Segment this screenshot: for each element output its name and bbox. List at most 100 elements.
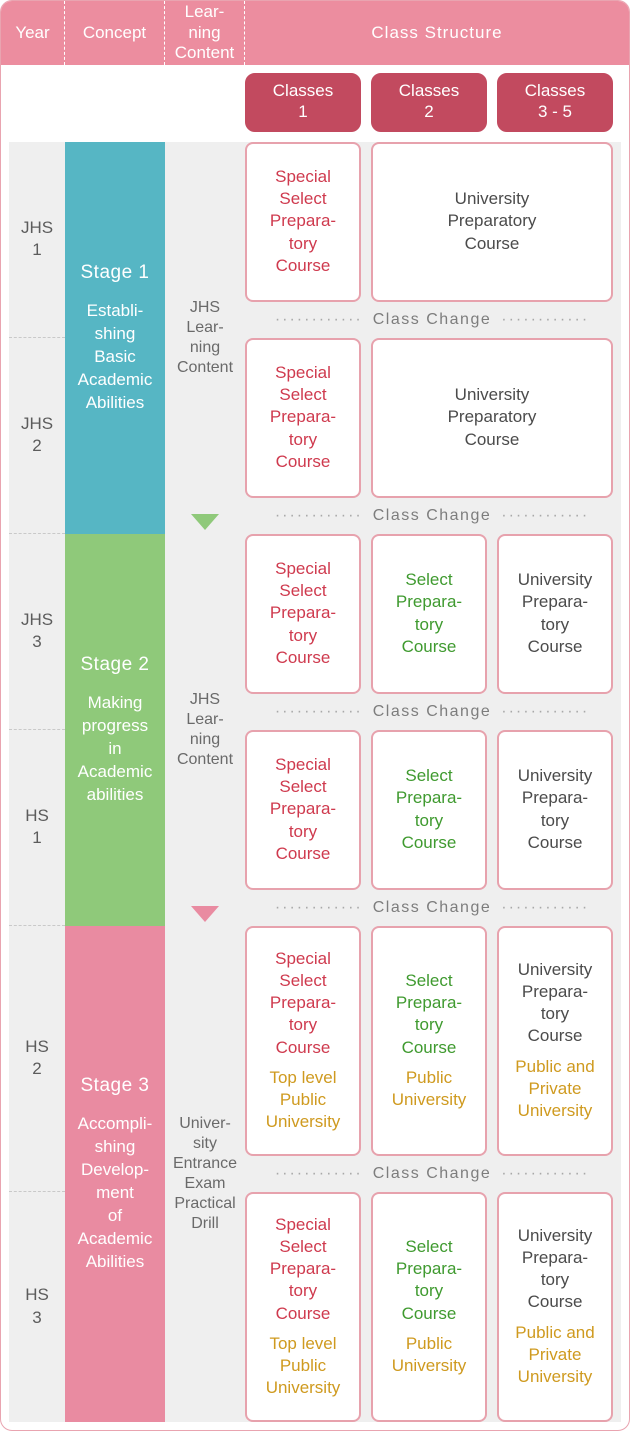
body-area: Classes1 Classes2 Classes3 - 5 JHS1JHS2 J… (1, 65, 629, 1430)
course-card: UniversityPrepara-toryCourse (497, 534, 613, 694)
class-change-label: Class Change (373, 507, 492, 525)
class-row-jhs2: SpecialSelectPrepara-toryCourse Universit… (245, 338, 619, 498)
course-card: SpecialSelectPrepara-toryCourse (245, 142, 361, 302)
stage-desc: MakingprogressinAcademicabilities (78, 692, 153, 807)
class-row-hs2: SpecialSelectPrepara-toryCourse Top level… (245, 926, 619, 1156)
dots-icon: ············ (275, 507, 363, 525)
course-card: SpecialSelectPrepara-toryCourse (245, 338, 361, 498)
course-card: UniversityPreparatoryCourse (371, 338, 613, 498)
course-card: SpecialSelectPrepara-toryCourse Top level… (245, 926, 361, 1156)
year-hs3: HS3 (9, 1192, 65, 1422)
curriculum-table: Year Concept Lear-ningContent Class Stru… (0, 0, 630, 1431)
course-target: Public andPrivateUniversity (515, 1056, 594, 1122)
dots-icon: ············ (501, 899, 589, 917)
chip-classes-2: Classes2 (371, 73, 487, 132)
down-triangle-icon (191, 906, 219, 922)
year-hs2: HS2 (9, 926, 65, 1192)
class-change-label: Class Change (373, 899, 492, 917)
stage-block: Stage 3 Accompli-shingDevelop-mentofAcade… (65, 926, 165, 1422)
course-card: SelectPrepara-toryCourse (371, 730, 487, 890)
course-card: SelectPrepara-toryCourse (371, 534, 487, 694)
course-card: UniversityPrepara-toryCourse Public andPr… (497, 1192, 613, 1422)
dots-icon: ············ (501, 507, 589, 525)
course-name: SpecialSelectPrepara-toryCourse (270, 1214, 336, 1324)
stage-desc: Accompli-shingDevelop-mentofAcademicAbil… (78, 1113, 153, 1274)
course-name: UniversityPrepara-toryCourse (518, 1225, 593, 1313)
course-card: UniversityPrepara-toryCourse Public andPr… (497, 926, 613, 1156)
chip-classes-35: Classes3 - 5 (497, 73, 613, 132)
course-card: SelectPrepara-toryCourse PublicUniversity (371, 1192, 487, 1422)
class-change-divider: ············Class Change············ (245, 694, 619, 730)
header-content: Lear-ningContent (165, 1, 245, 65)
stage-title: Stage 2 (81, 652, 150, 678)
course-card: SelectPrepara-toryCourse PublicUniversity (371, 926, 487, 1156)
dots-icon: ············ (275, 899, 363, 917)
course-name: UniversityPreparatoryCourse (448, 384, 537, 450)
course-name: UniversityPrepara-toryCourse (518, 569, 593, 657)
dots-icon: ············ (275, 703, 363, 721)
class-change-label: Class Change (373, 311, 492, 329)
course-name: SelectPrepara-toryCourse (396, 569, 462, 657)
course-card: SpecialSelectPrepara-toryCourse (245, 534, 361, 694)
stage-title: Stage 1 (81, 260, 150, 286)
down-triangle-icon (191, 514, 219, 530)
course-name: SpecialSelectPrepara-toryCourse (270, 948, 336, 1058)
dots-icon: ············ (275, 1165, 363, 1183)
concept-column: Stage 1 Establi-shingBasicAcademicAbiliti… (65, 142, 165, 1422)
class-row-jhs3: SpecialSelectPrepara-toryCourse SelectPre… (245, 534, 619, 694)
content-column: JHSLear-ningContent JHSLear-ningContent Un… (165, 142, 245, 1422)
course-name: SelectPrepara-toryCourse (396, 1236, 462, 1324)
chip-classes-1: Classes1 (245, 73, 361, 132)
dots-icon: ············ (501, 311, 589, 329)
course-target: PublicUniversity (392, 1067, 467, 1111)
class-change-divider: ············ Class Change ············ (245, 302, 619, 338)
course-name: UniversityPrepara-toryCourse (518, 959, 593, 1047)
course-card: UniversityPreparatoryCourse (371, 142, 613, 302)
class-change-divider: ············ Class Change ············ (245, 890, 619, 926)
header-concept: Concept (65, 1, 165, 65)
class-row-hs3: SpecialSelectPrepara-toryCourse Top level… (245, 1192, 619, 1422)
header-class: Class Structure (245, 1, 629, 65)
course-target: PublicUniversity (392, 1333, 467, 1377)
dots-icon: ············ (275, 311, 363, 329)
content-label: Univer-sityEntranceExamPracticalDrill (169, 1114, 241, 1234)
content-stage-wrap: JHSLear-ningContent (165, 534, 245, 926)
class-row-hs1: SpecialSelectPrepara-toryCourse SelectPre… (245, 730, 619, 890)
class-change-divider: ············ Class Change ············ (245, 1156, 619, 1192)
course-name: SelectPrepara-toryCourse (396, 765, 462, 853)
stage-block: Stage 1 Establi-shingBasicAcademicAbiliti… (65, 142, 165, 534)
course-name: SpecialSelectPrepara-toryCourse (270, 166, 336, 276)
dots-icon: ············ (501, 703, 589, 721)
content-stage-wrap: Univer-sityEntranceExamPracticalDrill (165, 926, 245, 1422)
course-name: SpecialSelectPrepara-toryCourse (270, 558, 336, 668)
class-change-label: Class Change (373, 1165, 492, 1183)
course-target: Top levelPublicUniversity (266, 1067, 341, 1133)
stage-desc: Establi-shingBasicAcademicAbilities (78, 300, 153, 415)
course-target: Public andPrivateUniversity (515, 1322, 594, 1388)
year-column: JHS1JHS2JHS3HS1HS2HS3 (9, 142, 65, 1422)
course-card: SpecialSelectPrepara-toryCourse (245, 730, 361, 890)
course-target: Top levelPublicUniversity (266, 1333, 341, 1399)
stage-block: Stage 2 MakingprogressinAcademicabilities (65, 534, 165, 926)
class-row-jhs1: SpecialSelectPrepara-toryCourse Universit… (245, 142, 619, 302)
course-name: SelectPrepara-toryCourse (396, 970, 462, 1058)
course-name: UniversityPreparatoryCourse (448, 188, 537, 254)
year-jhs1: JHS1 (9, 142, 65, 338)
year-hs1: HS1 (9, 730, 65, 926)
course-name: SpecialSelectPrepara-toryCourse (270, 754, 336, 864)
stage-title: Stage 3 (81, 1073, 150, 1099)
class-column: SpecialSelectPrepara-toryCourse Universit… (245, 142, 621, 1422)
year-jhs2: JHS2 (9, 338, 65, 534)
course-name: SpecialSelectPrepara-toryCourse (270, 362, 336, 472)
main-grid: JHS1JHS2JHS3HS1HS2HS3 Stage 1Establi-shi… (9, 142, 621, 1422)
dots-icon: ············ (501, 1165, 589, 1183)
content-label: JHSLear-ningContent (173, 298, 237, 378)
course-card: UniversityPrepara-toryCourse (497, 730, 613, 890)
content-stage-wrap: JHSLear-ningContent (165, 142, 245, 534)
course-name: UniversityPrepara-toryCourse (518, 765, 593, 853)
header-row: Year Concept Lear-ningContent Class Stru… (1, 1, 629, 65)
header-year: Year (1, 1, 65, 65)
content-label: JHSLear-ningContent (173, 690, 237, 770)
course-card: SpecialSelectPrepara-toryCourse Top level… (245, 1192, 361, 1422)
class-change-divider: ············ Class Change ············ (245, 498, 619, 534)
